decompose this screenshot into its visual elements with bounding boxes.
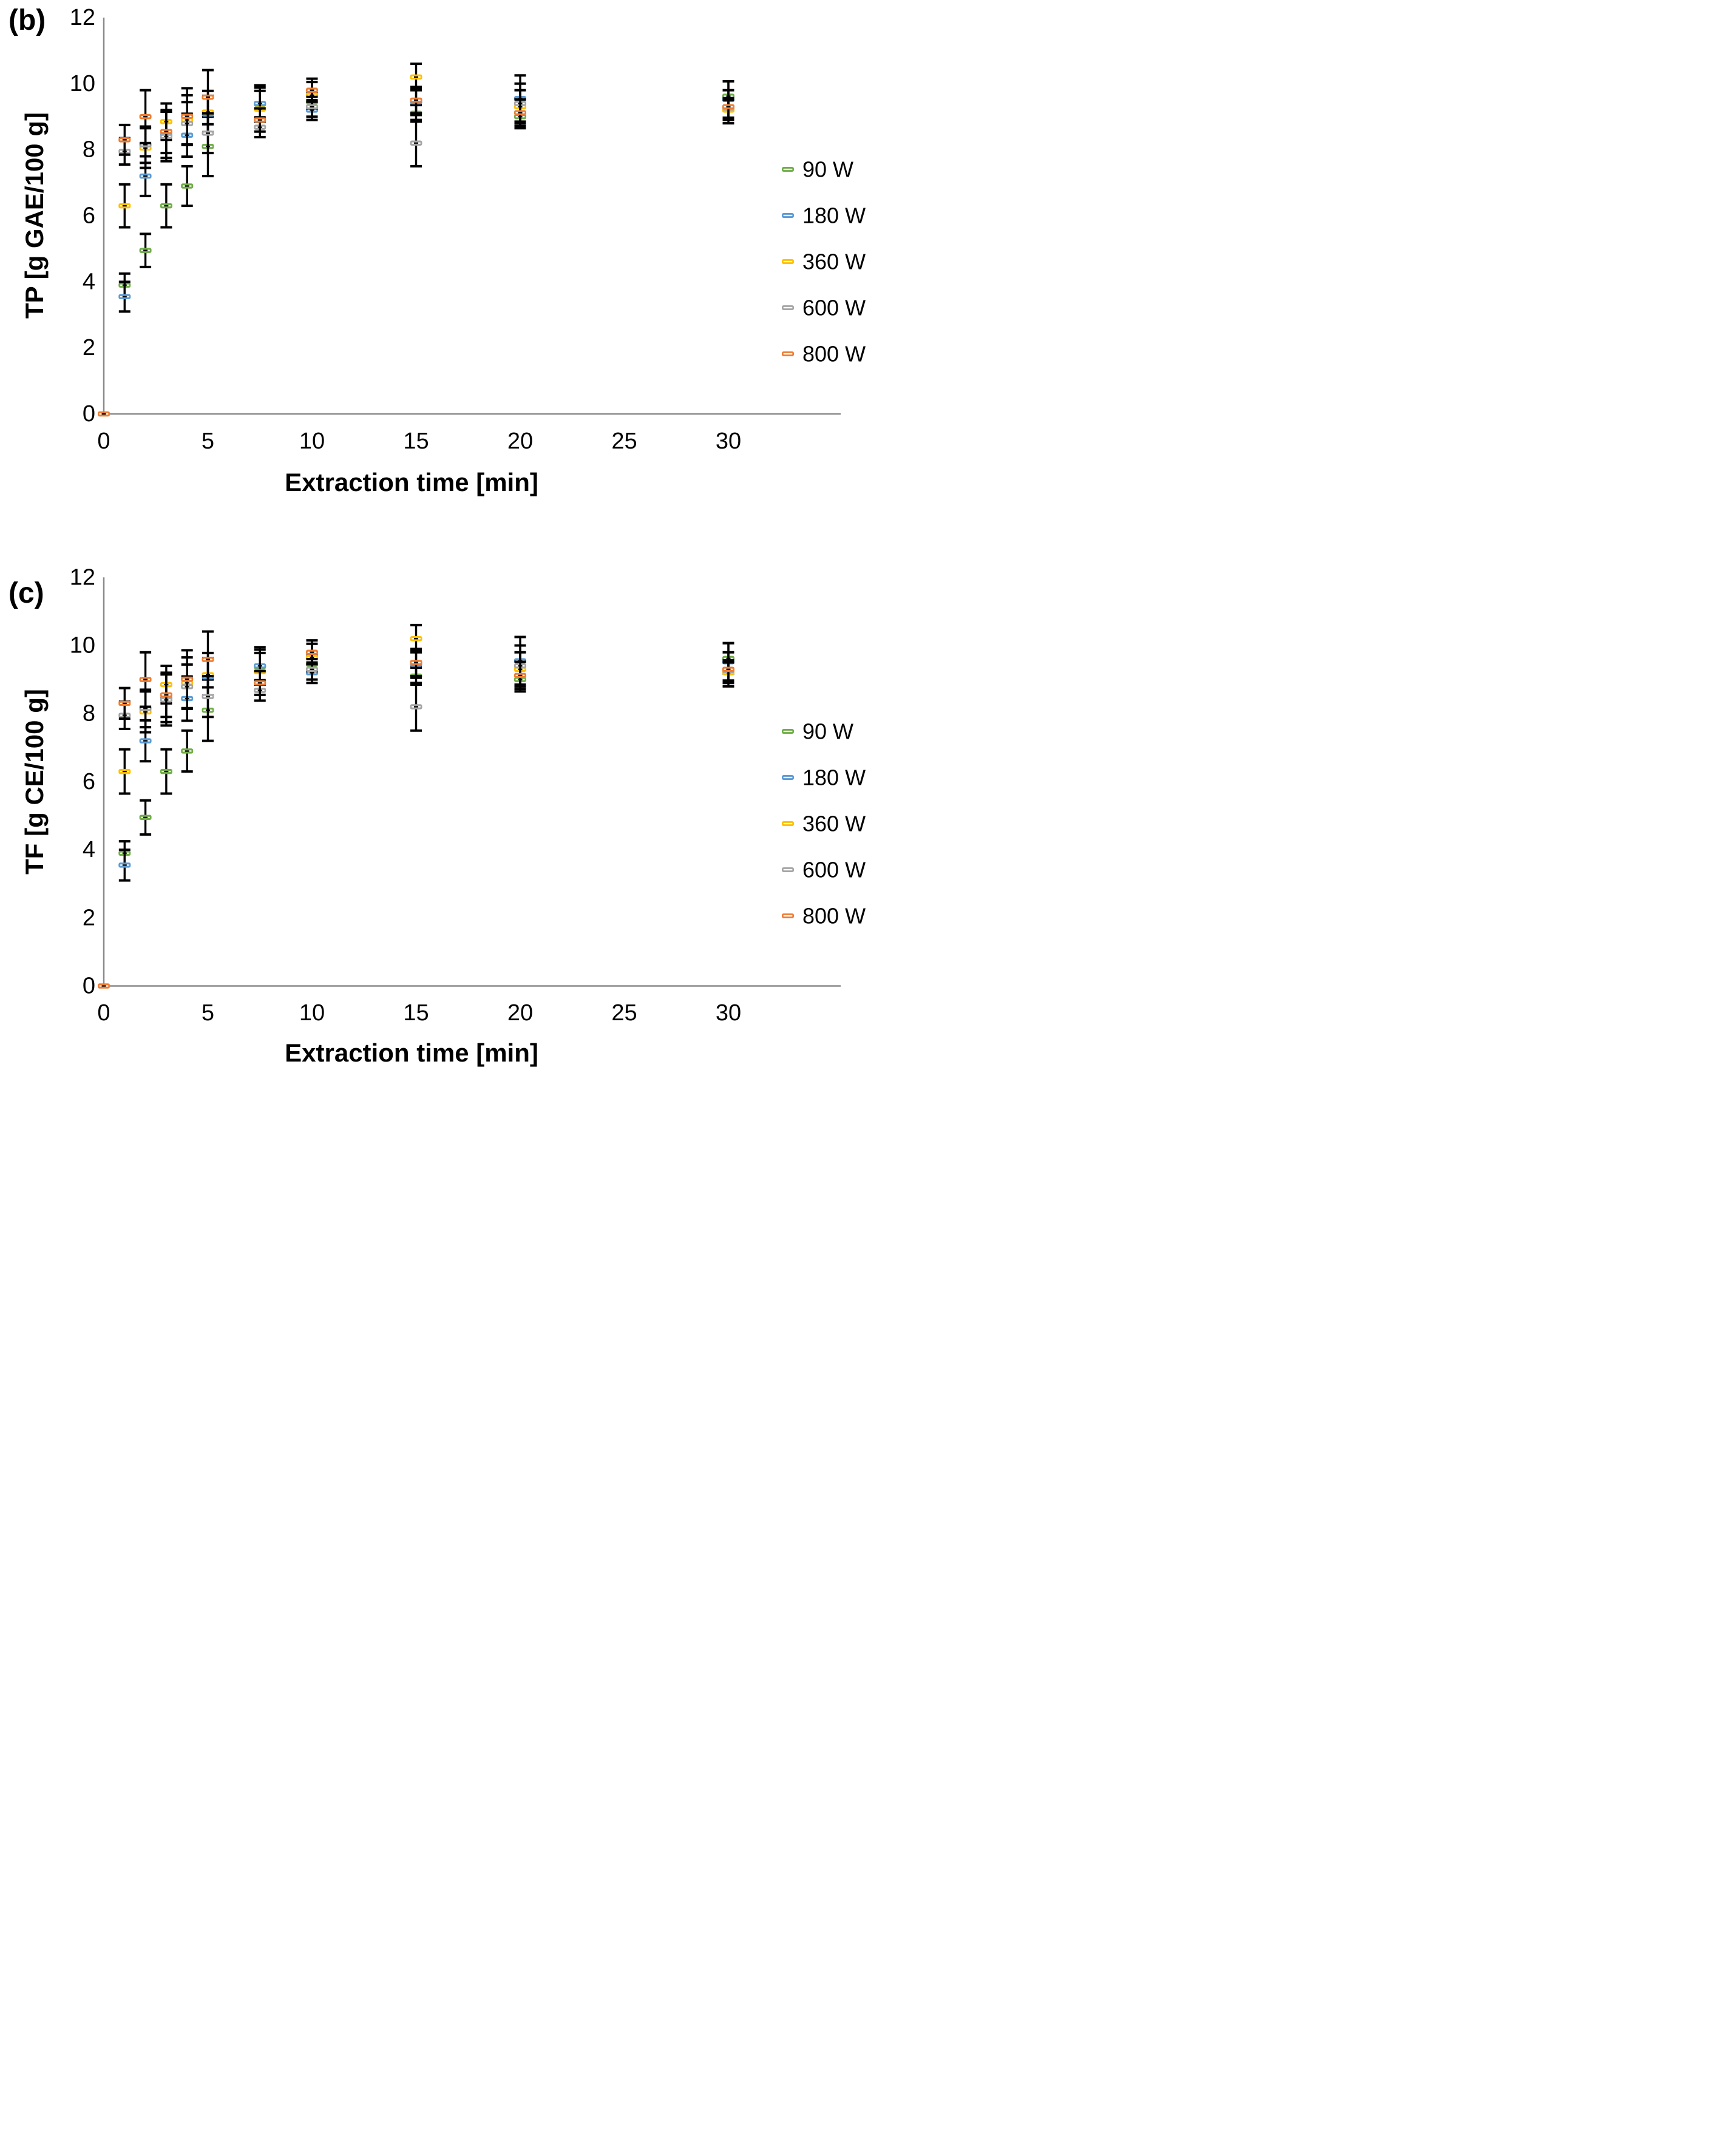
panel-c-marker-800w-t2-center-dash (143, 679, 148, 680)
panel-c-y-tick-label-4: 4 (83, 837, 95, 862)
panel-c-marker-600w-t15-center-dash (414, 706, 418, 708)
panel-c-y-tick-label-2: 2 (83, 905, 95, 930)
panel-b-x-tick-label-10: 10 (299, 428, 325, 454)
panel-b-marker-origin-800w-center-dash (101, 413, 106, 415)
panel-c-x-tick-label-15: 15 (403, 1000, 429, 1026)
panel-b-y-tick-label-12: 12 (70, 5, 95, 30)
panel-b-y-tick-label-2: 2 (83, 335, 95, 361)
panel-b-y-tick-label-0: 0 (83, 401, 95, 427)
panel-c-marker-360w-t1-center-dash (122, 770, 127, 773)
panel-b-marker-360w-t1-center-dash (122, 205, 127, 207)
panel-c-y-tick-label-0: 0 (83, 974, 95, 999)
panel-b-marker-600w-t10-center-dash (310, 106, 314, 107)
panel-c-marker-600w-t5-center-dash (206, 696, 210, 697)
panel-c-marker-800w-t3-center-dash (164, 694, 169, 696)
panel-c-x-tick-label-20: 20 (507, 1000, 533, 1026)
panel-b-x-tick-label-15: 15 (403, 428, 429, 454)
panel-c-marker-origin-800w-center-dash (101, 985, 106, 987)
panel-c-legend-label-600w: 600 W (802, 858, 866, 882)
panel-b-legend-label-800w: 800 W (802, 342, 866, 367)
panel-c-legend-marker-inner-90w (783, 730, 793, 733)
panel-c-legend-label-90w: 90 W (802, 719, 853, 744)
panel-c-x-axis-title: Extraction time [min] (285, 1038, 538, 1067)
panel-b-y-tick-label-6: 6 (83, 203, 95, 228)
panel-b-y-tick-label-8: 8 (83, 137, 95, 163)
panel-c-marker-600w-t10-center-dash (310, 668, 314, 670)
panel-c-x-tick-label-30: 30 (716, 1000, 741, 1026)
panel-b-x-tick-label-25: 25 (611, 428, 637, 454)
panel-c-marker-180w-t2-center-dash (143, 740, 148, 742)
panel-b-marker-600w-t2-center-dash (143, 144, 148, 146)
panel-c-y-tick-label-8: 8 (83, 701, 95, 727)
panel-c-legend-marker-inner-180w (783, 776, 793, 779)
panel-c-legend-marker-inner-360w (783, 822, 793, 825)
panel-c-marker-800w-t20-center-dash (518, 674, 523, 676)
panel-b-legend-marker-inner-600w (783, 307, 793, 309)
panel-c-x-tick-label-0: 0 (97, 1000, 110, 1026)
panel-b-marker-90w-t4-center-dash (185, 185, 189, 187)
panel-c-legend-marker-inner-600w (783, 869, 793, 871)
panel-b-marker-90w-t2-center-dash (143, 249, 148, 251)
panel-b-marker-800w-t2-center-dash (143, 116, 148, 118)
panel-c-marker-800w-t30-center-dash (726, 668, 731, 670)
panel-c-marker-800w-t1-center-dash (122, 702, 127, 704)
panel-b-marker-800w-t15-center-dash (414, 99, 418, 101)
panel-b-legend-label-360w: 360 W (802, 249, 866, 274)
panel-c-legend-label-180w: 180 W (802, 765, 866, 790)
panel-b-marker-800w-t7.5-center-dash (257, 119, 262, 121)
panel-b-legend-marker-inner-90w (783, 168, 793, 171)
panel-b-y-tick-label-4: 4 (83, 269, 95, 294)
panel-c-marker-90w-t3-center-dash (164, 770, 169, 773)
panel-b-legend-marker-inner-360w (783, 260, 793, 263)
panel-b-legend-label-90w: 90 W (802, 157, 853, 182)
panel-c-label: (c) (8, 577, 44, 609)
panel-c-marker-90w-t2-center-dash (143, 816, 148, 818)
panel-b-marker-90w-t3-center-dash (164, 205, 169, 207)
panel-c-legend-label-360w: 360 W (802, 811, 866, 836)
panel-b-marker-800w-t30-center-dash (726, 106, 731, 107)
panel-b-marker-800w-t20-center-dash (518, 112, 523, 113)
panel-c-x-tick-label-25: 25 (611, 1000, 637, 1026)
panel-b-y-tick-label-10: 10 (70, 71, 95, 97)
figure-canvas: (b) (c) TP [g GAE/100 g] TF [g CE/100 g]… (0, 0, 868, 1067)
panel-c-y-tick-label-10: 10 (70, 633, 95, 659)
panel-b-marker-800w-t1-center-dash (122, 139, 127, 141)
panel-c-y-tick-label-6: 6 (83, 769, 95, 794)
panel-b-marker-600w-t15-center-dash (414, 142, 418, 144)
panel-b-x-tick-label-0: 0 (97, 428, 110, 454)
panel-c-legend-label-800w: 800 W (802, 904, 866, 929)
panel-b-x-axis-title: Extraction time [min] (285, 468, 538, 496)
panel-b-x-tick-label-20: 20 (507, 428, 533, 454)
panel-c-marker-800w-t10-center-dash (310, 651, 314, 653)
panel-b-marker-180w-t2-center-dash (143, 175, 148, 177)
panel-b-marker-800w-t4-center-dash (185, 115, 189, 117)
panel-b-marker-600w-t5-center-dash (206, 132, 210, 134)
panel-c-y-tick-label-12: 12 (70, 564, 95, 590)
panel-b-label: (b) (8, 4, 46, 36)
panel-b-x-tick-label-5: 5 (202, 428, 214, 454)
panel-b-marker-800w-t10-center-dash (310, 89, 314, 91)
panel-c-marker-180w-t1-center-dash (122, 864, 127, 866)
panel-b-legend-label-600w: 600 W (802, 296, 866, 320)
panel-b-legend-marker-inner-180w (783, 214, 793, 217)
panel-b-marker-800w-t5-center-dash (206, 97, 210, 98)
panel-b-legend-label-180w: 180 W (802, 203, 866, 228)
panel-c-marker-600w-t2-center-dash (143, 708, 148, 710)
panel-b-x-tick-label-30: 30 (716, 428, 741, 454)
panel-c-marker-90w-t4-center-dash (185, 750, 189, 752)
panel-b-marker-360w-t15-center-dash (414, 76, 418, 78)
panel-c-marker-800w-t7.5-center-dash (257, 682, 262, 684)
panel-c-x-tick-label-5: 5 (202, 1000, 214, 1026)
panel-b-marker-180w-t1-center-dash (122, 296, 127, 297)
panel-b-legend-marker-inner-800w (783, 353, 793, 355)
panel-c-x-tick-label-10: 10 (299, 1000, 325, 1026)
panel-c-legend-marker-inner-800w (783, 915, 793, 917)
panel-c-marker-800w-t5-center-dash (206, 659, 210, 660)
panel-b-marker-800w-t3-center-dash (164, 130, 169, 132)
panel-c-marker-800w-t15-center-dash (414, 662, 418, 663)
panel-c-marker-360w-t15-center-dash (414, 638, 418, 640)
panel-c-marker-800w-t4-center-dash (185, 678, 189, 680)
